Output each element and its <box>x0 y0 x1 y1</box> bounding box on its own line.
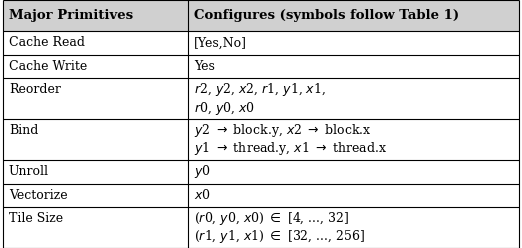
Text: $r$2, $y$2, $x$2, $r$1, $y$1, $x$1,: $r$2, $y$2, $x$2, $r$1, $y$1, $x$1, <box>194 81 326 98</box>
Text: Reorder: Reorder <box>9 83 61 96</box>
Text: Cache Write: Cache Write <box>9 60 87 73</box>
Text: Unroll: Unroll <box>9 165 49 178</box>
Text: $x$0: $x$0 <box>194 188 211 202</box>
Text: Configures (symbols follow Table 1): Configures (symbols follow Table 1) <box>194 9 459 22</box>
Text: Yes: Yes <box>194 60 215 73</box>
Text: $y$2 $\rightarrow$ block.y, $x$2 $\rightarrow$ block.x: $y$2 $\rightarrow$ block.y, $x$2 $\right… <box>194 122 372 139</box>
Text: Cache Read: Cache Read <box>9 36 85 49</box>
Text: ($r$0, $y$0, $x$0) $\in$ [4, ..., 32]: ($r$0, $y$0, $x$0) $\in$ [4, ..., 32] <box>194 210 350 227</box>
Text: ($r$1, $y$1, $x$1) $\in$ [32, ..., 256]: ($r$1, $y$1, $x$1) $\in$ [32, ..., 256] <box>194 228 365 246</box>
Bar <box>3 0 519 31</box>
Text: $y$0: $y$0 <box>194 163 211 180</box>
Text: Vectorize: Vectorize <box>9 189 67 202</box>
Text: Bind: Bind <box>9 124 38 137</box>
Text: Tile Size: Tile Size <box>9 212 63 225</box>
Text: Major Primitives: Major Primitives <box>9 9 133 22</box>
Text: $y$1 $\rightarrow$ thread.y, $x$1 $\rightarrow$ thread.x: $y$1 $\rightarrow$ thread.y, $x$1 $\righ… <box>194 141 387 157</box>
Text: $r$0, $y$0, $x$0: $r$0, $y$0, $x$0 <box>194 99 255 117</box>
Text: [Yes,No]: [Yes,No] <box>194 36 247 49</box>
